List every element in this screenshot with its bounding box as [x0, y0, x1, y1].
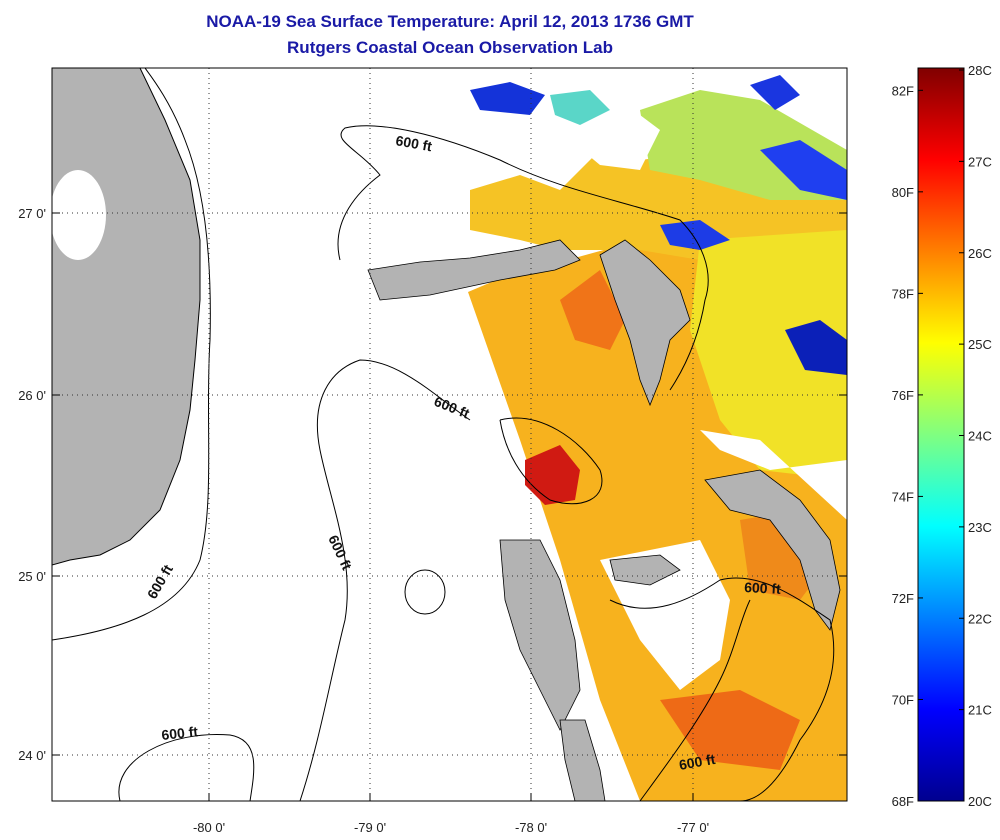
- andros-south-land: [559, 719, 606, 801]
- contour-label-5: 600 ft: [744, 579, 782, 597]
- cold-patch-5: [750, 75, 800, 110]
- contour-tongue: [499, 417, 603, 505]
- colorbar-celsius-label: 21C: [968, 703, 992, 718]
- colorbar-fahrenheit-label: 70F: [892, 692, 914, 707]
- lat-tick-label: 24 0': [18, 748, 46, 763]
- tick-marks: [52, 212, 847, 801]
- depth-contours: [52, 68, 835, 801]
- colorbar-celsius-label: 27C: [968, 154, 992, 169]
- andros-land: [499, 539, 581, 731]
- cold-patch-2: [760, 140, 847, 200]
- lon-tick-label: -79 0': [354, 820, 386, 835]
- cold-patch-1: [470, 82, 545, 115]
- contour-label-1: 600 ft: [394, 132, 433, 154]
- contour-great-bahama: [118, 733, 255, 801]
- sst-warm-spot-north: [560, 270, 625, 350]
- colorbar-celsius-label: 24C: [968, 429, 992, 444]
- grand-bahama-land: [367, 239, 581, 301]
- lat-tick-label: 26 0': [18, 388, 46, 403]
- map-title: NOAA-19 Sea Surface Temperature: April 1…: [206, 12, 694, 31]
- contour-andros-east: [639, 599, 751, 801]
- colorbar-celsius-label: 25C: [968, 337, 992, 352]
- colorbar-fahrenheit-label: 76F: [892, 388, 914, 403]
- cold-patch-4: [660, 220, 730, 250]
- colorbar-fahrenheit-label: 68F: [892, 794, 914, 809]
- sst-warm-spot-south: [660, 690, 800, 770]
- colorbar-celsius-label: 20C: [968, 794, 992, 809]
- abaco-land: [599, 239, 691, 407]
- map-area: 600 ft 600 ft 600 ft 600 ft 600 ft 600 f…: [52, 68, 847, 801]
- colorbar-fahrenheit-label: 80F: [892, 185, 914, 200]
- lake-okeechobee: [52, 170, 106, 260]
- eleuthera-land: [704, 469, 841, 631]
- colorbar-fahrenheit-label: 78F: [892, 286, 914, 301]
- contour-cay-sal: [404, 569, 446, 615]
- island-small: [609, 554, 681, 586]
- colorbar-fahrenheit-label: 74F: [892, 489, 914, 504]
- contour-label-7: 600 ft: [678, 751, 717, 773]
- cloud-band-east: [700, 430, 847, 520]
- contour-little-bahama: [337, 125, 709, 391]
- colorbar-fahrenheit-label: 72F: [892, 591, 914, 606]
- contour-west-central: [299, 359, 471, 801]
- map-subtitle: Rutgers Coastal Ocean Observation Lab: [287, 38, 613, 57]
- grid-lines: [52, 68, 847, 801]
- colorbar-ticks: 28C 27C 26C 25C 24C 23C 22C 21C 20C 82F 80F 78F 76F 7…: [892, 63, 992, 809]
- contour-label-6: 600 ft: [161, 723, 199, 743]
- colorbar: [917, 67, 965, 802]
- colorbar-celsius-label: 28C: [968, 63, 992, 78]
- lon-tick-label: -80 0': [193, 820, 225, 835]
- lon-tick-label: -77 0': [677, 820, 709, 835]
- sst-yellow-patch: [690, 230, 847, 480]
- contour-exuma: [609, 577, 835, 801]
- colorbar-celsius-label: 26C: [968, 246, 992, 261]
- colorbar-celsius-label: 23C: [968, 520, 992, 535]
- sst-hot-spot: [525, 445, 580, 505]
- lon-tick-label: -78 0': [515, 820, 547, 835]
- contour-florida: [52, 68, 211, 641]
- cyan-patch: [550, 90, 610, 125]
- cold-patch-3: [785, 320, 847, 375]
- map-frame: [51, 67, 848, 802]
- lat-tick-label: 25 0': [18, 569, 46, 584]
- colorbar-fahrenheit-label: 82F: [892, 83, 914, 98]
- lat-tick-label: 27 0': [18, 206, 46, 221]
- colorbar-celsius-label: 22C: [968, 611, 992, 626]
